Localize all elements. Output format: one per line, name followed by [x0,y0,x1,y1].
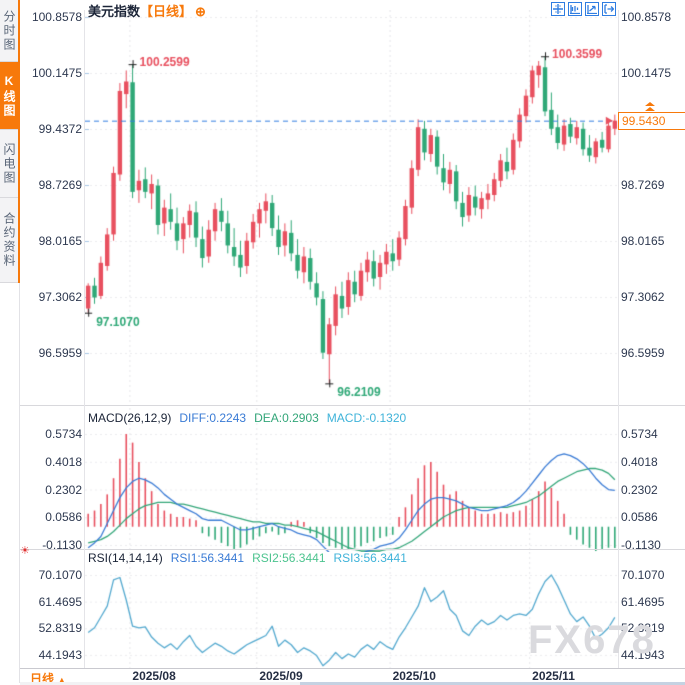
main-y-label-left: 98.7269 [38,178,82,192]
main-y-label-right: 100.1475 [621,66,672,80]
main-y-label-right: 98.7269 [621,178,665,192]
x-axis-label: 2025/11 [532,669,575,683]
rsi-y-label-left: 70.1070 [38,568,82,582]
plot-left-border [84,10,85,668]
scrollbar-thumb[interactable] [300,682,685,685]
current-price-badge: 99.5430 [618,112,685,130]
sidebar-item-flash-chart[interactable]: 闪电图 [0,130,18,198]
macd-y-label-left: 0.5734 [45,427,82,441]
rsi2-value: RSI2:56.3441 [252,551,326,565]
macd-y-label-right: 0.0586 [621,510,658,525]
macd-y-label-left: 0.2302 [45,482,82,497]
macd-y-label-right: 0.4018 [621,454,658,469]
macd-y-label-right: 0.5734 [621,427,658,441]
main-y-label-right: 97.3062 [621,290,665,304]
price-up-arrows-icon [645,102,657,112]
main-y-label-right: 96.5959 [621,346,665,360]
x-axis-label: 2025/08 [132,669,176,683]
rsi-params: RSI(14,14,14) [88,551,163,565]
rsi1-value: RSI1:56.3441 [170,551,245,565]
macd-diff-value: DIFF:0.2243 [179,411,247,425]
rsi-y-label-right: 61.4695 [621,594,665,609]
x-axis-label: 2025/09 [259,669,303,683]
macd-y-label-right: 0.2302 [621,482,658,497]
main-y-label-left: 100.1475 [31,66,82,80]
main-y-label-right: 100.8578 [621,10,672,24]
rsi-header: RSI(14,14,14) RSI1:56.3441 RSI2:56.3441 RSI… [88,551,407,565]
main-y-label-left: 96.5959 [38,346,82,360]
main-y-label-right: 98.0165 [621,234,665,248]
rsi3-value: RSI3:56.3441 [333,551,407,565]
macd-header: MACD(26,12,9) DIFF:0.2243 DEA:0.2903 MACD:-… [88,411,406,425]
period-selector[interactable]: 日线 ▲ [30,672,67,685]
main-y-label-left: 100.8578 [31,10,82,24]
macd-y-label-right: -0.1130 [621,538,661,552]
rsi-y-label-right: 44.1943 [621,647,665,662]
sidebar-item-time-chart[interactable]: 分时图 [0,0,18,62]
rsi-y-label-left: 52.8319 [38,621,82,636]
macd-y-label-left: 0.4018 [45,454,82,469]
x-axis-label: 2025/10 [392,669,436,683]
macd-dea-value: DEA:0.2903 [254,411,319,425]
panel-separator-2 [20,549,685,550]
macd-canvas[interactable] [85,408,618,552]
sidebar: 分时图 K线图 闪电图 合约资料 [0,0,20,685]
main-y-label-left: 99.4372 [38,122,82,136]
rsi-y-label-right: 70.1070 [621,568,665,582]
rsi-y-label-left: 61.4695 [38,594,82,609]
macd-macd-value: MACD:-0.1320 [326,411,407,425]
period-arrow-icon: ▲ [57,675,67,685]
rsi-y-label-right: 52.8319 [621,621,665,636]
sidebar-item-contract-info[interactable]: 合约资料 [0,198,18,283]
sidebar-item-kline-chart[interactable]: K线图 [0,62,18,130]
indicator-settings-icon[interactable]: ☀ [20,545,30,557]
rsi-y-label-left: 44.1943 [38,647,82,662]
sidebar-spacer [0,283,20,683]
macd-params: MACD(26,12,9) [88,411,172,425]
macd-y-label-left: 0.0586 [45,510,82,525]
sidebar-tabs: 分时图 K线图 闪电图 合约资料 [0,0,20,283]
rsi-canvas[interactable] [85,552,618,668]
main-y-label-left: 98.0165 [38,234,82,248]
main-y-label-left: 97.3062 [38,290,82,304]
plot-right-border [618,10,619,668]
macd-y-label-left: -0.1130 [42,538,82,552]
panel-separator-1 [20,405,685,406]
candlestick-canvas[interactable] [85,10,618,405]
x-axis-line [20,668,685,669]
